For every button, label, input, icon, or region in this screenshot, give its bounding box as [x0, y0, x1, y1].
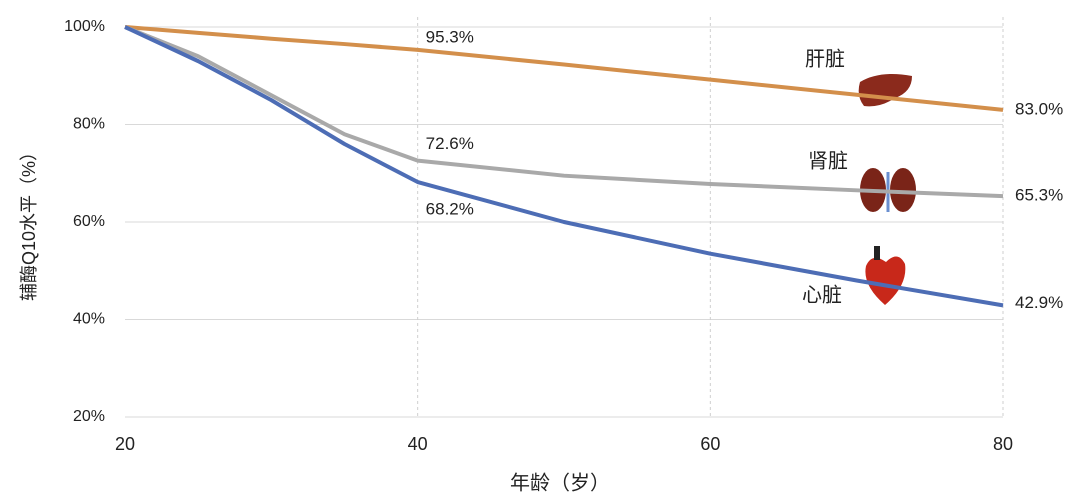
heart-icon [865, 246, 906, 305]
x-tick-label: 40 [408, 434, 428, 454]
series-name: 心脏 [802, 283, 842, 306]
value-label: 72.6% [426, 134, 474, 153]
x-tick-label: 60 [700, 434, 720, 454]
value-label: 95.3% [426, 27, 474, 46]
series-name: 肝脏 [805, 47, 845, 70]
series-line [124, 25, 1004, 308]
y-tick-label: 80% [73, 116, 105, 133]
y-tick-label: 20% [73, 408, 105, 425]
series-line [124, 25, 1004, 199]
x-tick-label: 80 [993, 434, 1013, 454]
value-label: 65.3% [1015, 186, 1063, 205]
y-tick-label: 100% [64, 18, 105, 35]
value-label: 42.9% [1015, 293, 1063, 312]
series-line [124, 25, 1004, 112]
y-tick-label: 60% [73, 213, 105, 230]
series-name: 肾脏 [808, 149, 848, 172]
y-axis-label: 辅酶Q10水平（%） [19, 143, 39, 301]
y-tick-label: 40% [73, 311, 105, 328]
value-label: 83.0% [1015, 99, 1063, 118]
x-tick-label: 20 [115, 434, 135, 454]
value-label: 68.2% [426, 200, 474, 219]
x-axis-label: 年龄（岁） [510, 471, 610, 494]
